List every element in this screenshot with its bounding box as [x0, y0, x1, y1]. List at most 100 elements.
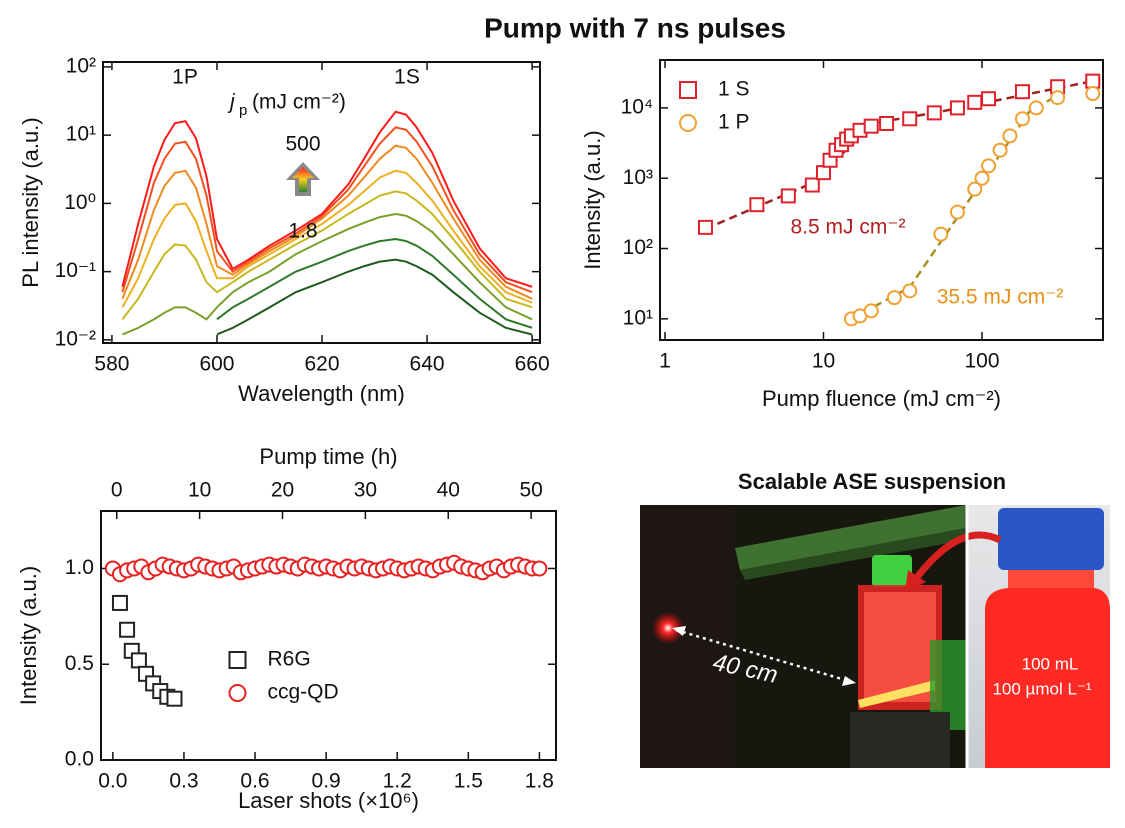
data-point: [1014, 84, 1030, 100]
y-tick-label: 10⁻¹: [55, 259, 96, 282]
data-point: [949, 204, 965, 220]
series-line: [121, 169, 533, 308]
annotation: 500: [285, 133, 320, 156]
series-line: [216, 238, 533, 329]
series-line: [122, 212, 533, 336]
annotation: (mJ cm⁻²): [252, 91, 346, 114]
data-point: [1002, 128, 1018, 144]
x-tick-label: 0.9: [312, 770, 341, 793]
data-point: [804, 177, 820, 193]
x-tick-label: 100: [964, 350, 999, 373]
annotation: j: [227, 91, 236, 114]
legend-marker: [679, 81, 697, 99]
legend-label: 1 P: [718, 111, 750, 134]
series-line: [850, 94, 1059, 320]
y-tick-label: 1.0: [65, 556, 94, 579]
y-tick-label: 10⁻²: [55, 327, 96, 350]
data-point: [981, 91, 997, 107]
data-point: [130, 652, 147, 669]
annotation: 8.5 mJ cm⁻²: [791, 216, 906, 239]
data-point: [1014, 111, 1030, 127]
photo-panel: Scalable ASE suspension 40 cm 100 mL 100…: [640, 469, 1110, 768]
y-axis-label: Intensity (a.u.): [580, 130, 605, 269]
data-point: [780, 188, 796, 204]
series-line: [121, 126, 533, 294]
x-axis-label: Laser shots (×10⁶): [238, 788, 419, 813]
figure-title: Pump with 7 ns pulses: [484, 12, 786, 43]
x2-tick-label: 10: [188, 479, 211, 502]
plot-frame: [102, 61, 541, 344]
series-line: [121, 110, 533, 288]
data-point: [886, 290, 902, 306]
data-point: [949, 100, 965, 116]
y-tick-label: 10³: [623, 166, 653, 189]
data-point: [863, 118, 879, 134]
annotation: 1S: [394, 66, 420, 89]
y-axis-label: PL intensity (a.u.): [18, 117, 43, 287]
data-point: [926, 105, 942, 121]
x-tick-label: 580: [94, 353, 129, 376]
y-tick-label: 0.5: [65, 652, 94, 675]
x-tick-label: 0.6: [240, 770, 269, 793]
photo-title: Scalable ASE suspension: [738, 469, 1006, 494]
data-point: [697, 219, 713, 235]
legend-label: 1 S: [718, 78, 750, 101]
y-tick-label: 10²: [66, 54, 96, 77]
data-point: [815, 165, 831, 181]
x2-tick-label: 0: [111, 479, 123, 502]
x-tick-label: 660: [515, 353, 550, 376]
data-point: [879, 115, 895, 131]
x-tick-label: 0.3: [169, 770, 198, 793]
volume-label: 100 mL: [1022, 654, 1079, 673]
plot-frame: [659, 59, 1104, 341]
x2-tick-label: 40: [437, 479, 460, 502]
data-point: [1028, 100, 1044, 116]
data-point: [981, 158, 997, 174]
annotation: p: [239, 102, 247, 119]
data-point: [992, 142, 1008, 158]
legend-label: R6G: [268, 648, 311, 671]
series-line: [121, 144, 533, 300]
data-point: [902, 111, 918, 127]
x-axis-label: Wavelength (nm): [238, 381, 405, 406]
data-point: [749, 197, 765, 213]
data-point: [974, 170, 990, 186]
x-tick-label: 1.2: [383, 770, 412, 793]
legend-marker: [228, 684, 247, 702]
legend-marker: [228, 651, 247, 669]
plot-frame: [100, 510, 557, 761]
legend-label: ccg-QD: [268, 681, 339, 704]
series-line: [216, 258, 533, 336]
annotation: 1P: [172, 66, 198, 89]
y-tick-label: 10⁰: [64, 191, 96, 214]
y-tick-label: 10²: [623, 236, 653, 259]
y-axis-label: Intensity (a.u.): [16, 566, 41, 705]
x-tick-label: 1.5: [454, 770, 483, 793]
series-line: [121, 190, 533, 320]
y-tick-label: 10¹: [66, 123, 96, 146]
data-point: [863, 303, 879, 319]
concentration-label: 100 µmol L⁻¹: [992, 679, 1091, 698]
x-tick-label: 1.8: [525, 770, 554, 793]
x-tick-label: 620: [305, 353, 340, 376]
x2-axis-label: Pump time (h): [259, 444, 397, 469]
x-tick-label: 0.0: [98, 770, 127, 793]
x-tick-label: 640: [410, 353, 445, 376]
data-point: [902, 283, 918, 299]
pump-arrow-icon: [286, 162, 320, 196]
x-tick-label: 10: [812, 350, 835, 373]
x-tick-label: 1: [659, 350, 671, 373]
data-point: [1085, 86, 1101, 102]
y-tick-label: 10¹: [623, 306, 653, 329]
data-point: [933, 226, 949, 242]
data-point: [967, 94, 983, 110]
legend-marker: [679, 114, 697, 132]
data-point: [1050, 90, 1066, 106]
data-point: [967, 181, 983, 197]
y-tick-label: 0.0: [65, 748, 94, 771]
x2-tick-label: 50: [519, 479, 542, 502]
data-point: [1085, 73, 1101, 89]
annotation: 1.8: [288, 220, 317, 243]
x-axis-label: Pump fluence (mJ cm⁻²): [762, 386, 1001, 411]
